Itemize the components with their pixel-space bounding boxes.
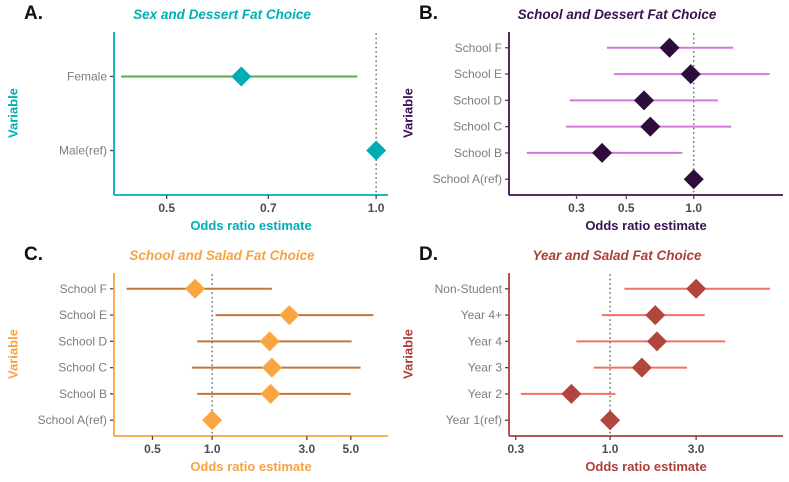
- category-label: School A(ref): [433, 172, 502, 186]
- odds-ratio-point: [366, 140, 387, 161]
- category-label: School C: [58, 361, 107, 375]
- category-label: Year 3: [468, 361, 503, 375]
- odds-ratio-point: [261, 357, 282, 378]
- x-tick-label: 1.0: [204, 442, 221, 456]
- x-tick-label: 5.0: [342, 442, 359, 456]
- odds-ratio-point: [260, 383, 281, 404]
- category-label: School E: [59, 308, 107, 322]
- odds-ratio-point: [185, 278, 206, 299]
- x-axis-label: Odds ratio estimate: [190, 459, 312, 474]
- panel-c: C. School and Salad Fat Choice Variable …: [0, 241, 394, 482]
- x-tick-label: 0.5: [158, 201, 175, 215]
- category-label: School D: [58, 334, 107, 348]
- category-label: School B: [454, 146, 502, 160]
- odds-ratio-point: [645, 305, 666, 326]
- category-label: Non-Student: [435, 282, 503, 296]
- x-tick-label: 0.5: [144, 442, 161, 456]
- x-tick-label: 3.0: [298, 442, 315, 456]
- panel-d: D. Year and Salad Fat Choice Variable No…: [395, 241, 789, 482]
- category-label: Year 1(ref): [446, 413, 502, 427]
- category-label: Female: [67, 69, 107, 83]
- category-label: School B: [59, 387, 107, 401]
- x-tick-label: 0.3: [568, 201, 585, 215]
- odds-ratio-point: [259, 331, 280, 352]
- odds-ratio-point: [634, 90, 655, 111]
- category-label: School E: [454, 67, 502, 81]
- category-label: School F: [60, 282, 107, 296]
- panel-title: School and Dessert Fat Choice: [517, 7, 717, 22]
- odds-ratio-point: [640, 116, 661, 137]
- panel-b: B. School and Dessert Fat Choice Variabl…: [395, 0, 789, 241]
- panel-title: School and Salad Fat Choice: [129, 248, 315, 263]
- category-label: Male(ref): [59, 144, 107, 158]
- category-label: School A(ref): [38, 413, 107, 427]
- panel-c-plot: School F School E School D School C School B…: [38, 273, 388, 456]
- odds-ratio-point: [646, 331, 667, 352]
- x-axis-label: Odds ratio estimate: [585, 459, 707, 474]
- odds-ratio-point: [659, 37, 680, 58]
- x-tick-label: 3.0: [688, 442, 705, 456]
- x-tick-label: 0.5: [618, 201, 635, 215]
- panel-letter: C.: [24, 244, 43, 265]
- category-label: School C: [453, 120, 502, 134]
- x-axis-label: Odds ratio estimate: [190, 218, 312, 233]
- x-tick-label: 1.0: [368, 201, 385, 215]
- odds-ratio-point: [231, 66, 252, 87]
- odds-ratio-point: [680, 64, 701, 85]
- panel-a: A. Sex and Dessert Fat Choice Variable F…: [0, 0, 394, 241]
- panel-letter: D.: [419, 244, 438, 265]
- odds-ratio-point: [631, 357, 652, 378]
- panel-b-plot: School F School E School D School C School B…: [433, 32, 783, 215]
- category-label: Year 4: [468, 334, 503, 348]
- x-axis-label: Odds ratio estimate: [585, 218, 707, 233]
- odds-ratio-point: [683, 169, 704, 190]
- odds-ratio-point: [600, 410, 621, 431]
- category-label: Year 4+: [461, 308, 502, 322]
- x-tick-label: 0.3: [507, 442, 524, 456]
- odds-ratio-point: [686, 278, 707, 299]
- panel-title: Sex and Dessert Fat Choice: [133, 7, 311, 22]
- panel-d-plot: Non-Student Year 4+ Year 4 Year 3 Year 2 Year…: [435, 273, 783, 456]
- x-tick-label: 1.0: [602, 442, 619, 456]
- odds-ratio-point: [202, 410, 223, 431]
- x-tick-label: 0.7: [260, 201, 277, 215]
- odds-ratio-point: [592, 142, 613, 163]
- panel-letter: B.: [419, 3, 438, 24]
- x-tick-label: 1.0: [685, 201, 702, 215]
- odds-ratio-point: [561, 383, 582, 404]
- panel-letter: A.: [24, 3, 43, 24]
- panel-title: Year and Salad Fat Choice: [532, 248, 702, 263]
- panel-a-plot: Female Male(ref) 0.5 0.7 1.0: [59, 32, 388, 215]
- category-label: School D: [453, 93, 502, 107]
- odds-ratio-point: [279, 305, 300, 326]
- category-label: Year 2: [468, 387, 503, 401]
- category-label: School F: [455, 41, 502, 55]
